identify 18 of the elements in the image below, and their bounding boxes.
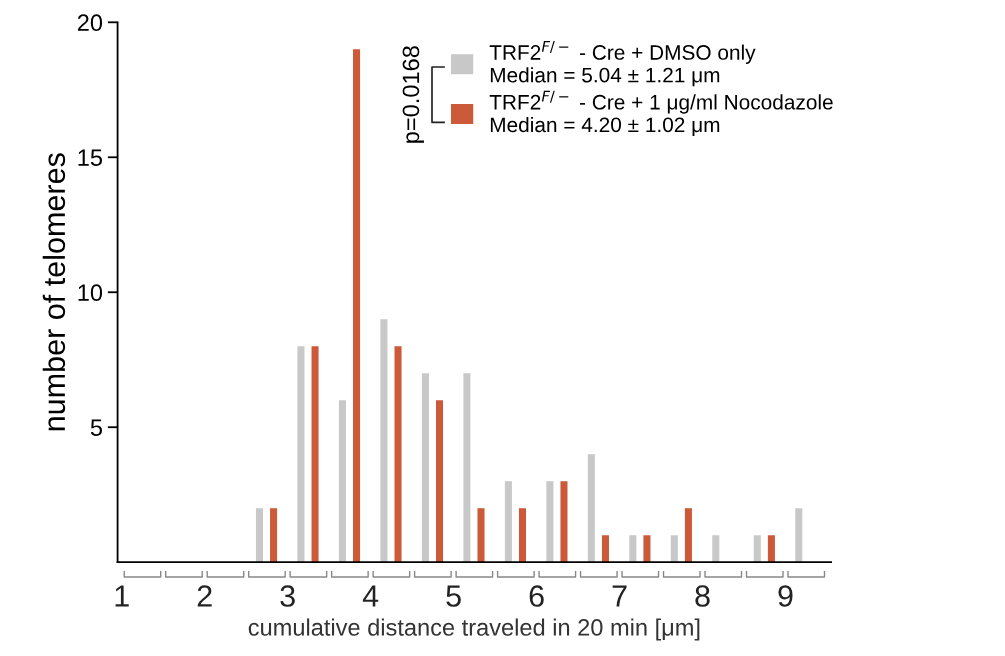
x-tick-label: 4 xyxy=(362,585,379,607)
legend-label: TRF2$^{F/−}$ - Cre + DMSO only Median = 5.04 ± 1.21 μm xyxy=(489,41,756,87)
x-tick-label: 5 xyxy=(446,585,461,607)
y-axis-title: number of telomeres xyxy=(42,153,66,431)
x-tick-label: 9 xyxy=(778,585,793,607)
y-tick-label: 5 xyxy=(90,419,103,437)
y-tick-label: 15 xyxy=(78,149,103,167)
y-tick-label: 10 xyxy=(78,284,103,302)
x-tick-label: 8 xyxy=(695,585,710,607)
x-tick-label: 2 xyxy=(197,585,212,607)
x-tick-label: 1 xyxy=(115,585,129,607)
legend-label: TRF2$^{F/−}$ - Cre + 1 μg/ml Nocodazole Median = 4.20 ± 1.02 μm xyxy=(489,90,833,137)
x-tick-label: 3 xyxy=(280,585,295,607)
x-tick-label: 7 xyxy=(612,585,627,607)
x-axis-title: cumulative distance traveled in 20 min [μm] xyxy=(248,618,700,641)
annotation: p=0.0168 xyxy=(402,46,424,143)
x-tick-label: 6 xyxy=(529,585,544,607)
y-tick-label: 20 xyxy=(77,14,103,32)
